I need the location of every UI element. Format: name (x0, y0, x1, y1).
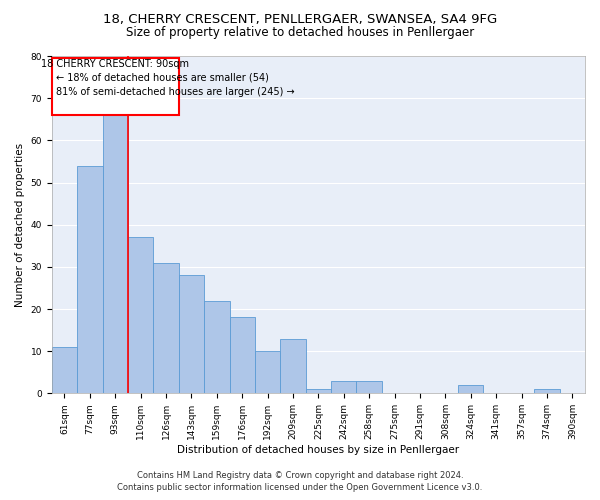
Bar (356, 380, 382, 394)
Text: Size of property relative to detached houses in Penllergaer: Size of property relative to detached ho… (126, 26, 474, 39)
Bar (103, 106, 128, 394)
Bar (255, 351, 280, 394)
Bar (179, 276, 204, 394)
Text: ← 18% of detached houses are smaller (54): ← 18% of detached houses are smaller (54… (56, 73, 268, 83)
Y-axis label: Number of detached properties: Number of detached properties (15, 142, 25, 306)
Text: 81% of semi-detached houses are larger (245) →: 81% of semi-detached houses are larger (… (56, 87, 294, 97)
Bar (305, 389, 331, 394)
Bar (230, 318, 255, 394)
Bar (204, 300, 230, 394)
Bar (128, 238, 154, 394)
Text: 18, CHERRY CRESCENT, PENLLERGAER, SWANSEA, SA4 9FG: 18, CHERRY CRESCENT, PENLLERGAER, SWANSE… (103, 12, 497, 26)
Text: Contains HM Land Registry data © Crown copyright and database right 2024.
Contai: Contains HM Land Registry data © Crown c… (118, 471, 482, 492)
Bar (331, 380, 356, 394)
Bar (52, 347, 77, 394)
Bar (52, 58, 179, 115)
Bar (534, 389, 560, 394)
Bar (280, 338, 305, 394)
Bar (458, 385, 484, 394)
Text: 18 CHERRY CRESCENT: 90sqm: 18 CHERRY CRESCENT: 90sqm (41, 60, 189, 70)
Bar (77, 166, 103, 394)
X-axis label: Distribution of detached houses by size in Penllergaer: Distribution of detached houses by size … (178, 445, 460, 455)
Bar (154, 262, 179, 394)
